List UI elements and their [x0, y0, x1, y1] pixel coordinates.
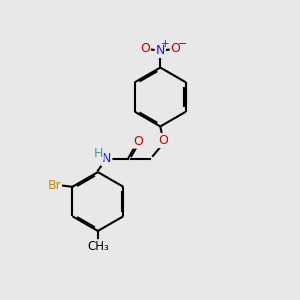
Text: Br: Br	[47, 179, 61, 192]
Text: −: −	[177, 39, 187, 49]
Text: O: O	[140, 42, 150, 55]
Text: N: N	[102, 152, 111, 165]
Text: H: H	[94, 147, 103, 160]
Text: O: O	[171, 42, 181, 55]
Text: +: +	[161, 39, 170, 49]
Text: N: N	[156, 44, 165, 57]
Text: O: O	[133, 135, 143, 148]
Text: O: O	[158, 134, 168, 147]
Text: CH₃: CH₃	[87, 240, 109, 253]
